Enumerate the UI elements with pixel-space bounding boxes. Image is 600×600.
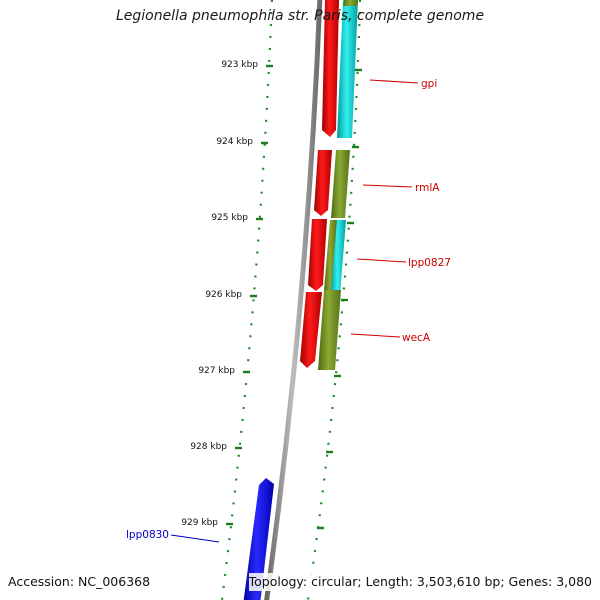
gene-wecA [318,290,341,370]
rmlA-leader [362,184,413,188]
map-title: Legionella pneumophila str. Paris, compl… [115,8,485,24]
gene-lpp0827-reverse [308,219,327,291]
wecA-leader [350,333,401,338]
accession-text: Accession: NC_006368 [8,573,151,591]
gene-label-gpi: gpi [421,78,437,90]
lpp0830-leader [170,534,220,543]
gene-label-wecA: wecA [402,332,431,344]
kbp-ticks [226,64,273,526]
olive-features [318,0,358,370]
gene-label-lpp0830: lpp0830 [126,529,169,541]
gene-lpp0827 [330,220,346,295]
kbp-label: 928 kbp [190,442,227,452]
gene-lpp0830 [243,478,274,600]
genome-backbone [264,0,323,600]
gene-olive-mid [324,220,337,290]
kbp-label: 924 kbp [216,137,253,147]
kbp-label: 923 kbp [221,60,258,70]
kbp-label: 926 kbp [205,290,242,300]
inner-tick-track [220,0,274,600]
kbp-label: 927 kbp [198,366,235,376]
topology-text: Topology: circular; Length: 3,503,610 bp… [248,573,592,591]
gene-gpi-reverse [322,0,339,137]
cyan-features [330,0,358,295]
outer-major-ticks [317,68,362,530]
gene-label-rmlA: rmlA [415,182,440,194]
gene-rmlA-reverse [314,150,332,216]
lpp0827-leader [356,258,407,263]
gene-wecA-reverse [300,292,322,368]
gpi-leader [369,79,419,84]
kbp-label: 925 kbp [211,213,248,223]
gene-gpi [337,0,358,138]
red-features [300,0,339,368]
gene-olive-top [343,0,358,6]
gene-label-lpp0827: lpp0827 [408,257,451,269]
gene-rmlA [331,150,350,218]
kbp-label: 929 kbp [181,518,218,528]
